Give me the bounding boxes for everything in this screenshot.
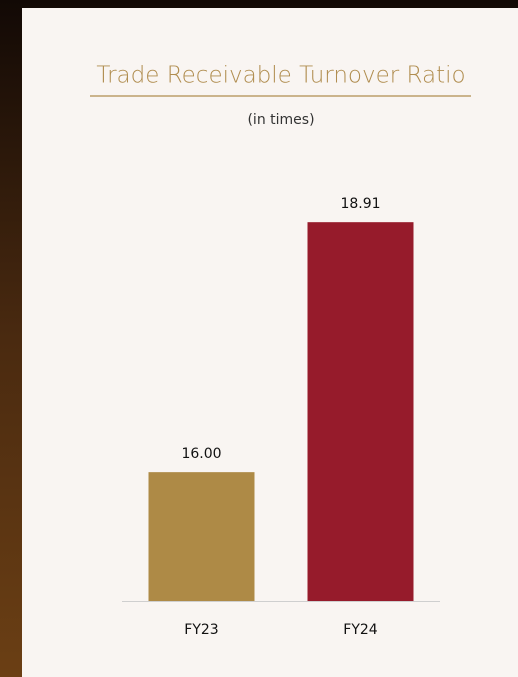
bar xyxy=(148,472,255,601)
x-tick-label: FY24 xyxy=(343,622,378,638)
bar xyxy=(307,222,414,601)
panel xyxy=(22,8,518,677)
value-label: 18.91 xyxy=(340,196,380,212)
value-label: 16.00 xyxy=(181,446,221,462)
chart-subtitle: (in times) xyxy=(247,112,314,128)
chart-title: Trade Receivable Turnover Ratio xyxy=(96,63,465,89)
x-tick-label: FY23 xyxy=(184,622,218,638)
